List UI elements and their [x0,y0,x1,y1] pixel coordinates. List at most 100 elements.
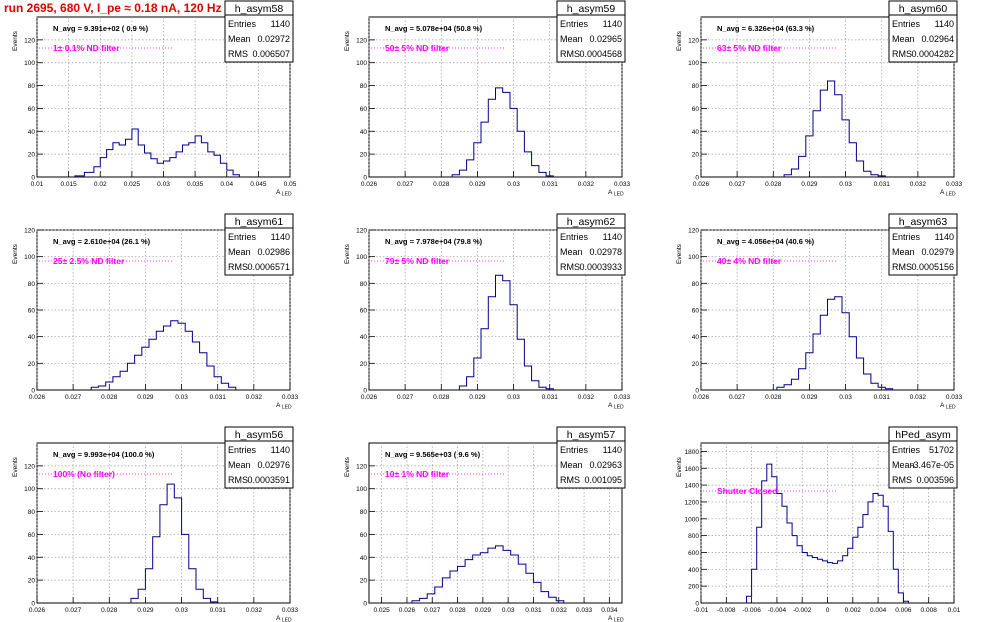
stats-value: 0.0004282 [911,49,954,59]
x-tick-label: 0.03 [502,607,515,614]
histogram-pad-h_asym61: 0.026 0.027 0.028 0.029 0.03 0.031 0.032 0.033 0… [12,213,299,411]
stats-value: 0.02972 [257,34,290,44]
y-tick-label: 0 [31,388,35,395]
x-tick-label: 0.026 [361,394,378,401]
x-tick-label: 0.026 [399,607,416,614]
y-tick-label: 100 [688,254,699,261]
x-tick-label: 0.033 [282,394,299,401]
x-tick-label: 0.027 [65,607,82,614]
x-tick-label: 0.006 [895,607,912,614]
x-tick-label: 0.05 [284,181,297,188]
stats-label: Entries [228,19,257,29]
y-tick-label: 80 [360,509,368,516]
x-tick-label: 0.031 [874,394,891,401]
stats-value: 0.0003933 [579,262,622,272]
x-tick-label: -0.01 [694,607,709,614]
x-tick-label: 0.027 [65,394,82,401]
n-avg-annotation: N_avg = 9.391e+02 ( 0.9 %) [53,24,149,33]
x-tick-label: 0.027 [729,181,746,188]
y-tick-label: 1800 [685,449,700,456]
stats-value: 0.0004568 [579,49,622,59]
x-axis-label: A LED [940,189,956,198]
y-tick-label: 80 [28,509,36,516]
y-tick-label: 0 [363,175,367,182]
x-tick-label: 0.03 [507,181,520,188]
stats-box: h_asym61 Entries 1140 Mean 0.02986 RMS 0.00065… [224,213,294,276]
stats-label: Mean [892,460,915,470]
x-tick-label: 0.025 [374,607,391,614]
x-tick-label: 0.033 [282,607,299,614]
y-tick-label: 60 [28,532,36,539]
x-tick-label: 0.045 [250,181,267,188]
n-avg-annotation: N_avg = 9.565e+03 ( 9.6 %) [385,450,481,459]
stats-label: Mean [892,34,915,44]
histogram-pad-hPed_asym: -0.01 -0.008 -0.006 -0.004 -0.002 0 0.002 0.004… [676,426,961,614]
x-tick-label: 0.035 [187,181,204,188]
y-tick-label: 600 [688,550,699,557]
y-tick-label: 60 [360,308,368,315]
x-tick-label: 0.031 [525,607,542,614]
y-tick-label: 120 [356,463,367,470]
stats-label: Entries [560,19,589,29]
filter-annotation: 100% (No filter) [53,469,115,479]
x-tick-label: 0.029 [137,607,154,614]
filter-annotation: 25± 2.5% ND filter [53,256,125,266]
histogram-name: h_asym61 [235,216,284,228]
x-tick-label: 0.033 [946,181,963,188]
y-tick-label: 100 [24,254,35,261]
filter-annotation: 1± 0.1% ND filter [53,43,120,53]
x-axis-label: A LED [276,189,292,198]
filter-annotation: Shutter Closed [717,486,777,496]
stats-box: hPed_asym Entries 51702 Mean-3.467e-05 RMS 0.… [888,426,958,489]
x-tick-label: 0.04 [220,181,233,188]
y-axis-label: Events [12,243,19,264]
stats-box-frame [556,213,626,276]
stats-box-frame [888,0,958,63]
x-tick-label: 0.026 [29,394,46,401]
x-tick-label: 0.028 [433,181,450,188]
x-tick-label: 0.033 [614,181,631,188]
x-tick-label: 0.026 [693,181,710,188]
y-tick-label: 80 [28,281,36,288]
y-tick-label: 80 [360,281,368,288]
y-tick-label: 20 [360,578,368,585]
stats-label: Entries [892,445,921,455]
filter-annotation: 40± 4% ND filter [717,256,782,266]
y-tick-label: 120 [356,37,367,44]
y-tick-label: 60 [28,308,36,315]
x-axis-label: A LED [276,615,292,622]
y-tick-label: 20 [692,361,700,368]
y-tick-label: 60 [360,106,368,113]
stats-value: 0.003596 [916,475,954,485]
y-tick-label: 100 [356,254,367,261]
stats-value: 0.0006571 [247,262,290,272]
n-avg-annotation: N_avg = 9.993e+04 (100.0 %) [53,450,155,459]
histogram-name: h_asym57 [567,429,616,441]
y-tick-label: 1200 [685,499,700,506]
stats-label: Mean [892,247,915,257]
stats-value: 1140 [935,232,954,242]
histogram-name: h_asym63 [899,216,948,228]
y-tick-label: 0 [695,601,699,608]
stats-box: h_asym60 Entries 1140 Mean 0.02964 RMS 0.00042… [888,0,958,63]
stats-value: 0.02978 [589,247,622,257]
stats-value: 1140 [603,19,622,29]
x-axis-label: A LED [608,615,624,622]
filter-annotation: 63± 5% ND filter [717,43,782,53]
n-avg-annotation: N_avg = 6.326e+04 (63.3 %) [717,24,815,33]
y-tick-label: 20 [28,152,36,159]
y-axis-label: Events [676,30,683,51]
y-tick-label: 80 [360,83,368,90]
y-tick-label: 1600 [685,466,700,473]
x-tick-label: 0.015 [60,181,77,188]
y-tick-label: 100 [688,60,699,67]
histogram-name: h_asym59 [567,3,616,15]
stats-box: h_asym58 Entries 1140 Mean 0.02972 RMS 0.00650… [224,0,294,63]
stats-box-frame [888,426,958,489]
y-tick-label: 120 [688,37,699,44]
y-tick-label: 0 [695,175,699,182]
x-tick-label: 0.031 [874,181,891,188]
stats-label: RMS [560,475,580,485]
histogram-pad-h_asym63: 0.026 0.027 0.028 0.029 0.03 0.031 0.032 0.033 0… [676,213,963,411]
stats-label: Entries [228,232,257,242]
